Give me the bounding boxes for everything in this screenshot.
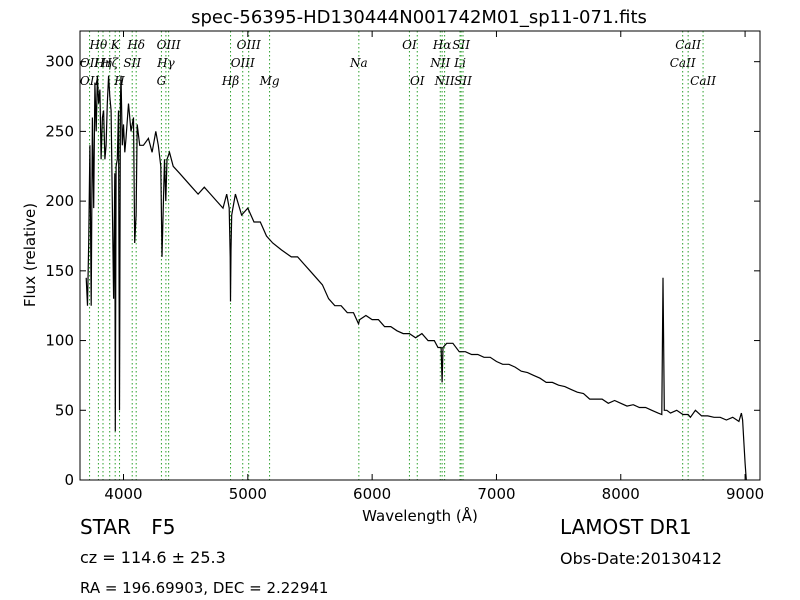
line-marker-label: OIII xyxy=(237,38,261,52)
x-tick-label: 6000 xyxy=(353,485,391,503)
x-axis-label: Wavelength (Å) xyxy=(362,506,478,525)
y-tick-label: 150 xyxy=(45,262,74,280)
obs-date-label: Obs-Date:20130412 xyxy=(560,549,722,568)
chart-title: spec-56395-HD130444N001742M01_sp11-071.f… xyxy=(191,7,647,28)
y-tick-label: 200 xyxy=(45,192,74,210)
line-marker-label: SII xyxy=(454,74,472,88)
x-tick-label: 8000 xyxy=(602,485,640,503)
y-tick-label: 0 xyxy=(64,471,74,489)
line-marker-label: Hα xyxy=(432,38,452,52)
line-marker-label: Hδ xyxy=(126,38,145,52)
line-marker-label: Hη xyxy=(93,56,112,70)
line-marker-label: OI xyxy=(410,74,425,88)
line-marker-label: G xyxy=(157,74,167,88)
x-tick-label: 4000 xyxy=(104,485,142,503)
plot-area xyxy=(80,31,760,480)
y-tick-label: 250 xyxy=(45,122,74,140)
coordinates-label: RA = 196.69903, DEC = 2.22941 xyxy=(80,579,329,597)
line-marker-label: OIII xyxy=(157,38,181,52)
y-axis-label: Flux (relative) xyxy=(21,203,39,307)
object-subclass: F5 xyxy=(151,515,176,539)
line-marker-label: Hθ xyxy=(89,38,108,52)
line-marker-label: OIII xyxy=(231,56,255,70)
survey-label: LAMOST DR1 xyxy=(560,515,692,539)
redshift-label: cz = 114.6 ± 25.3 xyxy=(80,548,226,567)
line-marker-label: SII xyxy=(452,38,470,52)
line-marker-label: Na xyxy=(349,56,368,70)
spectrum-series-line xyxy=(85,75,747,481)
line-marker-label: OII xyxy=(80,74,100,88)
line-marker-label: NII xyxy=(429,56,450,70)
y-tick-label: 100 xyxy=(45,332,74,350)
x-tick-label: 7000 xyxy=(477,485,515,503)
y-tick-label: 50 xyxy=(55,401,74,419)
line-marker-label: H xyxy=(113,74,125,88)
line-marker-label: K xyxy=(110,38,121,52)
line-marker-label: Hβ xyxy=(221,74,239,88)
line-marker-label: Hζ xyxy=(100,56,119,70)
line-marker-label: CaII xyxy=(675,38,701,52)
y-tick-label: 300 xyxy=(45,53,74,71)
line-marker-label: OI xyxy=(402,38,417,52)
line-marker-label: Mg xyxy=(259,74,280,88)
line-marker-label: NII xyxy=(434,74,455,88)
x-tick-label: 5000 xyxy=(229,485,267,503)
line-marker-label: CaII xyxy=(690,74,716,88)
plot-frame xyxy=(79,30,761,481)
line-marker-label: SII xyxy=(123,56,141,70)
line-marker-label: CaII xyxy=(670,56,696,70)
x-tick-label: 9000 xyxy=(726,485,764,503)
object-class-label: STAR F5 xyxy=(80,515,176,539)
line-marker-label: Hγ xyxy=(156,56,175,70)
line-marker-label: Li xyxy=(453,56,466,70)
line-marker-label: OII xyxy=(80,56,100,70)
object-class: STAR xyxy=(80,515,131,539)
